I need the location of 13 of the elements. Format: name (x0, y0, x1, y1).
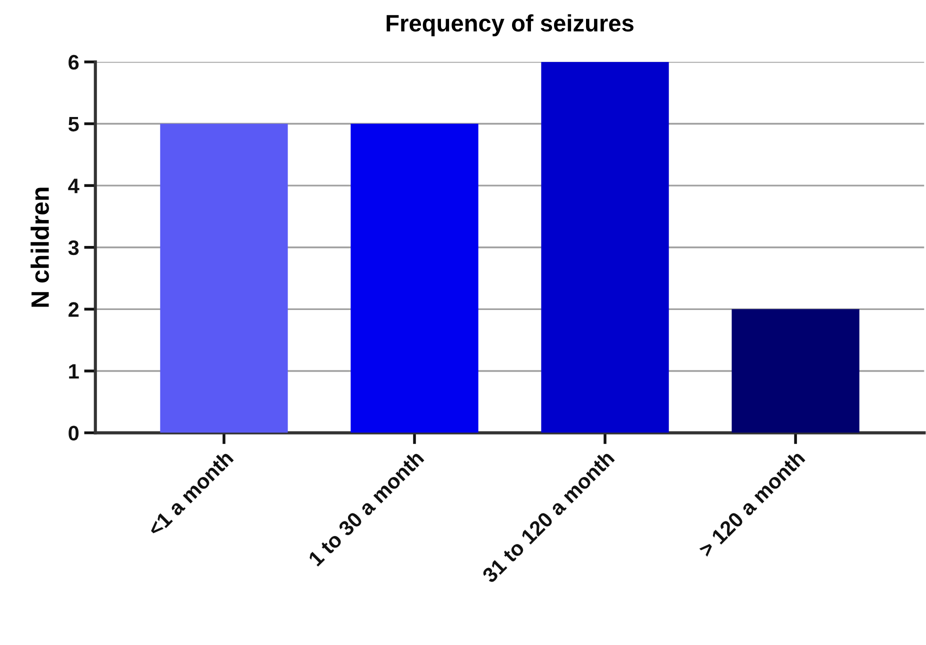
y-tick-label: 1 (69, 364, 79, 379)
y-tick-label: 6 (68, 54, 79, 70)
y-tick-label: 0 (68, 426, 79, 441)
y-tick-label: 4 (68, 178, 80, 194)
y-tick-label: 2 (68, 302, 79, 317)
chart-title: Frequency of seizures (386, 14, 634, 36)
bar (350, 124, 478, 433)
y-axis-title: N children (30, 188, 49, 307)
y-tick-label: 5 (68, 116, 79, 132)
bar (732, 309, 860, 433)
bar (160, 124, 288, 433)
y-tick-label: 3 (68, 240, 79, 256)
bar (541, 62, 669, 433)
